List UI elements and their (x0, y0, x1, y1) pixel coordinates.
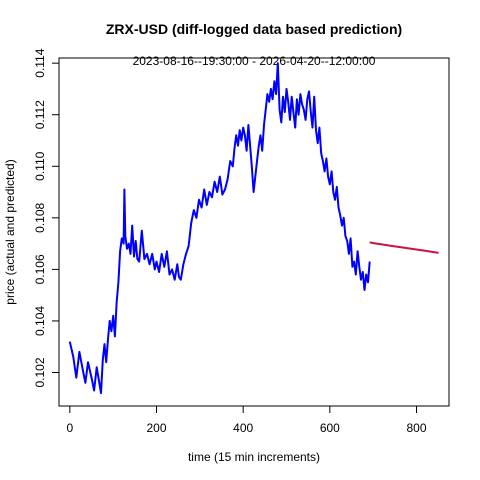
y-tick-label: 0.108 (33, 202, 47, 232)
y-tick-label: 0.102 (33, 357, 47, 387)
y-axis: 0.102 0.104 0.106 0.108 0.110 0.112 0.114 (33, 48, 59, 388)
x-tick-label: 600 (320, 421, 340, 435)
x-tick-label: 0 (66, 421, 73, 435)
series-actual-line (68, 62, 371, 395)
x-tick-label: 200 (146, 421, 166, 435)
series-layer (68, 62, 439, 395)
x-tick-label: 400 (233, 421, 253, 435)
y-tick-label: 0.106 (33, 254, 47, 284)
x-tick-label: 800 (406, 421, 426, 435)
x-axis-label: time (15 min increments) (188, 450, 320, 464)
y-tick-label: 0.104 (33, 306, 47, 336)
y-axis-label: price (actual and predicted) (3, 159, 17, 304)
y-tick-label: 0.114 (33, 48, 47, 77)
x-axis: 0 200 400 600 800 (66, 405, 427, 435)
y-tick-label: 0.110 (33, 151, 47, 180)
chart-title: ZRX-USD (diff-logged data based predicti… (106, 21, 402, 37)
series-predicted-line (369, 241, 439, 254)
y-tick-label: 0.112 (33, 100, 47, 129)
chart-subtitle: 2023-08-16--19:30:00 - 2026-04-20--12:00… (133, 54, 376, 68)
